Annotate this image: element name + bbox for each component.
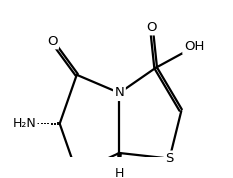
Text: S: S: [165, 152, 174, 165]
Text: OH: OH: [184, 40, 204, 53]
Text: N: N: [115, 87, 124, 100]
Text: O: O: [146, 21, 157, 34]
Text: H₂N: H₂N: [12, 117, 36, 130]
Polygon shape: [117, 153, 122, 168]
Text: O: O: [47, 35, 58, 48]
Text: H: H: [115, 167, 124, 178]
